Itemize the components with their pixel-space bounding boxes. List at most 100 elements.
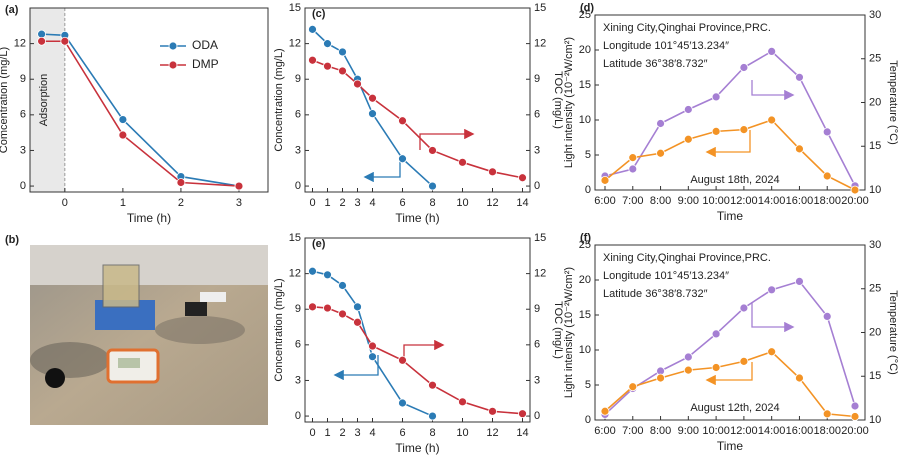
- series-line: [311, 28, 434, 187]
- x-tick-label: 4: [369, 197, 375, 209]
- data-point: [600, 406, 610, 416]
- y2-tick-label: 6: [534, 109, 540, 121]
- data-point: [795, 72, 804, 82]
- legend-marker: [168, 41, 178, 51]
- data-point: [850, 185, 860, 195]
- y-axis-label: Comcentration (mg/L): [0, 47, 10, 153]
- data-point: [683, 134, 693, 144]
- x-tick-label: 10: [456, 427, 468, 439]
- data-point: [822, 311, 832, 321]
- x-tick-label: 8: [429, 197, 435, 209]
- y-tick-label: 12: [289, 268, 301, 280]
- series-line: [604, 280, 856, 415]
- y2-tick-label: 20: [869, 96, 881, 108]
- data-point: [822, 171, 832, 181]
- y2-tick-label: 12: [534, 38, 546, 50]
- x-tick-label: 20:00: [841, 195, 869, 207]
- panel-label: (f): [580, 232, 591, 244]
- data-point: [767, 47, 777, 56]
- legend-label: DMP: [192, 57, 219, 71]
- x-tick-label: 10:00: [702, 425, 730, 437]
- data-point: [118, 130, 128, 140]
- data-point: [739, 356, 749, 366]
- annotation: August 12th, 2024: [690, 402, 779, 414]
- x-axis-label: Time (h): [127, 211, 171, 225]
- data-point: [398, 355, 407, 365]
- y-tick-label: 6: [295, 109, 301, 121]
- series-line: [604, 50, 856, 187]
- x-tick-label: 14: [516, 197, 528, 209]
- series-line: [604, 119, 856, 191]
- series-line: [312, 306, 523, 415]
- y-tick-label: 3: [295, 144, 301, 156]
- y2-tick-label: 25: [869, 283, 881, 295]
- data-point: [767, 347, 777, 357]
- data-point: [739, 63, 749, 72]
- series-line: [312, 59, 523, 179]
- x-tick-label: 18:00: [813, 425, 841, 437]
- data-point: [488, 406, 497, 416]
- panel-label: (c): [312, 8, 326, 20]
- y2-tick-label: 0: [534, 180, 540, 192]
- data-point: [398, 116, 407, 126]
- x-tick-label: 0: [309, 427, 315, 439]
- series-line: [604, 350, 856, 418]
- x-tick-label: 14:00: [758, 425, 786, 437]
- x-tick-label: 7:00: [622, 425, 643, 437]
- annotation: August 18th, 2024: [690, 174, 779, 186]
- x-tick-label: 0: [309, 197, 315, 209]
- x-tick-label: 2: [339, 197, 345, 209]
- y-tick-label: 9: [20, 73, 26, 85]
- y-tick-label: 6: [20, 109, 26, 121]
- data-point: [428, 380, 437, 390]
- y-tick-label: 12: [289, 38, 301, 50]
- y2-tick-label: 15: [869, 370, 881, 382]
- shaded-region: [30, 8, 65, 192]
- data-point: [428, 181, 437, 191]
- y2-tick-label: 9: [534, 303, 540, 315]
- data-point: [795, 373, 804, 383]
- x-tick-label: 8:00: [650, 195, 671, 207]
- data-point: [795, 144, 804, 154]
- x-axis-label: Time (h): [395, 441, 439, 455]
- data-point: [656, 119, 665, 128]
- x-tick-label: 6: [399, 427, 405, 439]
- data-point: [628, 382, 638, 392]
- data-point: [850, 401, 860, 411]
- x-tick-label: 16:00: [786, 195, 814, 207]
- data-point: [323, 61, 332, 71]
- data-point: [683, 352, 693, 362]
- y2-tick-label: 10: [869, 414, 881, 426]
- y-tick-label: 10: [579, 114, 591, 126]
- x-tick-label: 2: [339, 427, 345, 439]
- data-point: [353, 79, 362, 89]
- data-point: [822, 409, 832, 419]
- y2-tick-label: 30: [869, 239, 881, 251]
- x-tick-label: 4: [369, 427, 375, 439]
- x-tick-label: 16:00: [786, 425, 814, 437]
- annotation: Longitude 101°45′13.234″: [603, 40, 729, 52]
- y-axis-label: Light intensity (10⁻²W/cm²): [563, 37, 575, 168]
- y-axis-label: Concentration (mg/L): [273, 278, 285, 381]
- data-point: [488, 167, 497, 177]
- data-point: [398, 154, 407, 164]
- x-axis-label: Time (h): [395, 211, 439, 225]
- data-point: [428, 411, 437, 421]
- y2-axis-label: TOC (mg/L): [552, 71, 564, 129]
- data-point: [458, 397, 467, 407]
- x-tick-label: 9:00: [678, 195, 699, 207]
- annotation: Latitude 36°38′8.732″: [603, 58, 708, 70]
- x-tick-label: 1: [120, 197, 126, 209]
- y2-tick-label: 0: [534, 410, 540, 422]
- data-point: [308, 24, 317, 34]
- annotation: Xining City,Qinghai Province,PRC.: [603, 22, 771, 34]
- annotation: Xining City,Qinghai Province,PRC.: [603, 252, 771, 264]
- x-axis-label: Time: [717, 209, 744, 223]
- data-point: [518, 173, 527, 183]
- y2-tick-label: 20: [869, 326, 881, 338]
- y-tick-label: 15: [579, 79, 591, 91]
- y2-axis-label: TOC (mg/L): [552, 301, 564, 359]
- panel-label: (e): [312, 238, 326, 250]
- data-point: [368, 109, 377, 119]
- y-tick-label: 15: [579, 309, 591, 321]
